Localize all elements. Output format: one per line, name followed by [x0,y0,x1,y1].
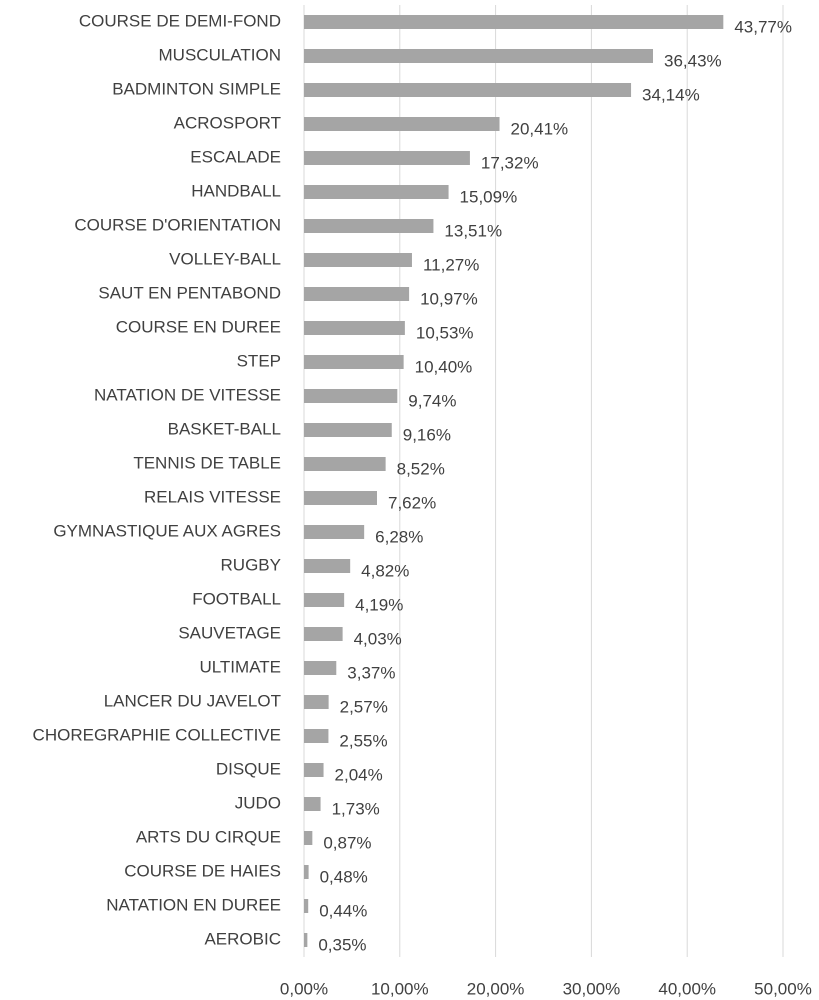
value-label: 34,14% [642,85,700,104]
value-label: 7,62% [388,493,436,512]
value-label: 13,51% [444,221,502,240]
bar [304,49,653,63]
value-label: 0,44% [319,901,367,920]
x-tick-label: 20,00% [467,979,525,998]
value-label: 17,32% [481,153,539,172]
value-label: 0,35% [318,935,366,954]
bar [304,355,404,369]
bar [304,389,398,403]
x-tick-label: 40,00% [658,979,716,998]
value-label: 4,19% [355,595,403,614]
value-label: 0,48% [320,867,368,886]
value-label: 4,03% [354,629,402,648]
y-tick-label: COURSE DE DEMI-FOND [79,11,281,30]
y-tick-label: ESCALADE [190,147,281,166]
value-label: 36,43% [664,51,722,70]
value-label: 43,77% [734,17,792,36]
y-tick-label: ARTS DU CIRQUE [136,827,281,846]
y-tick-label: JUDO [235,793,281,812]
value-label: 8,52% [397,459,445,478]
bar [304,627,343,641]
x-tick-label: 10,00% [371,979,429,998]
value-label: 9,16% [403,425,451,444]
y-tick-label: GYMNASTIQUE AUX AGRES [53,521,281,540]
bar [304,899,309,913]
bar [304,593,345,607]
y-tick-label: ULTIMATE [199,657,281,676]
y-tick-label: BASKET-BALL [168,419,281,438]
bar [304,253,412,267]
bar [304,83,632,97]
bar [304,423,392,437]
value-label: 2,57% [340,697,388,716]
bar [304,933,308,947]
y-tick-label: SAUVETAGE [178,623,281,642]
value-label: 20,41% [511,119,569,138]
value-label: 4,82% [361,561,409,580]
y-tick-label: AEROBIC [204,929,281,948]
bar [304,185,449,199]
x-tick-label: 0,00% [280,979,328,998]
bar [304,287,410,301]
y-tick-label: VOLLEY-BALL [169,249,281,268]
bar [304,661,337,675]
y-tick-label: CHOREGRAPHIE COLLECTIVE [33,725,281,744]
value-label: 11,27% [423,255,479,274]
y-tick-label: ACROSPORT [174,113,281,132]
bar [304,117,500,131]
y-tick-label: STEP [237,351,281,370]
bar [304,797,321,811]
value-label: 3,37% [347,663,395,682]
y-tick-label: RELAIS VITESSE [144,487,281,506]
bar [304,763,324,777]
y-tick-label: RUGBY [221,555,281,574]
value-label: 0,87% [323,833,371,852]
bar [304,151,470,165]
y-tick-label: BADMINTON SIMPLE [112,79,281,98]
x-tick-label: 50,00% [754,979,812,998]
value-label: 10,40% [415,357,473,376]
bar [304,491,377,505]
value-label: 6,28% [375,527,423,546]
bar [304,831,313,845]
y-tick-label: LANCER DU JAVELOT [104,691,281,710]
bar [304,729,329,743]
bar [304,525,365,539]
bar [304,559,351,573]
bar [304,865,309,879]
bar [304,219,434,233]
bar [304,321,405,335]
y-tick-label: TENNIS DE TABLE [133,453,281,472]
y-tick-label: COURSE DE HAIES [124,861,281,880]
value-label: 10,97% [420,289,478,308]
y-tick-label: MUSCULATION [159,45,281,64]
bar [304,695,329,709]
y-tick-label: NATATION DE VITESSE [94,385,281,404]
value-label: 9,74% [408,391,456,410]
bar [304,15,724,29]
y-tick-label: SAUT EN PENTABOND [98,283,281,302]
value-label: 1,73% [332,799,380,818]
value-label: 10,53% [416,323,474,342]
value-label: 2,04% [335,765,383,784]
y-tick-label: FOOTBALL [192,589,281,608]
y-tick-label: DISQUE [216,759,281,778]
x-tick-label: 30,00% [563,979,621,998]
y-tick-label: COURSE D'ORIENTATION [74,215,281,234]
value-label: 15,09% [460,187,518,206]
y-tick-label: COURSE EN DUREE [116,317,281,336]
value-label: 2,55% [339,731,387,750]
y-tick-label: HANDBALL [191,181,281,200]
y-tick-label: NATATION EN DUREE [106,895,281,914]
bar [304,457,386,471]
